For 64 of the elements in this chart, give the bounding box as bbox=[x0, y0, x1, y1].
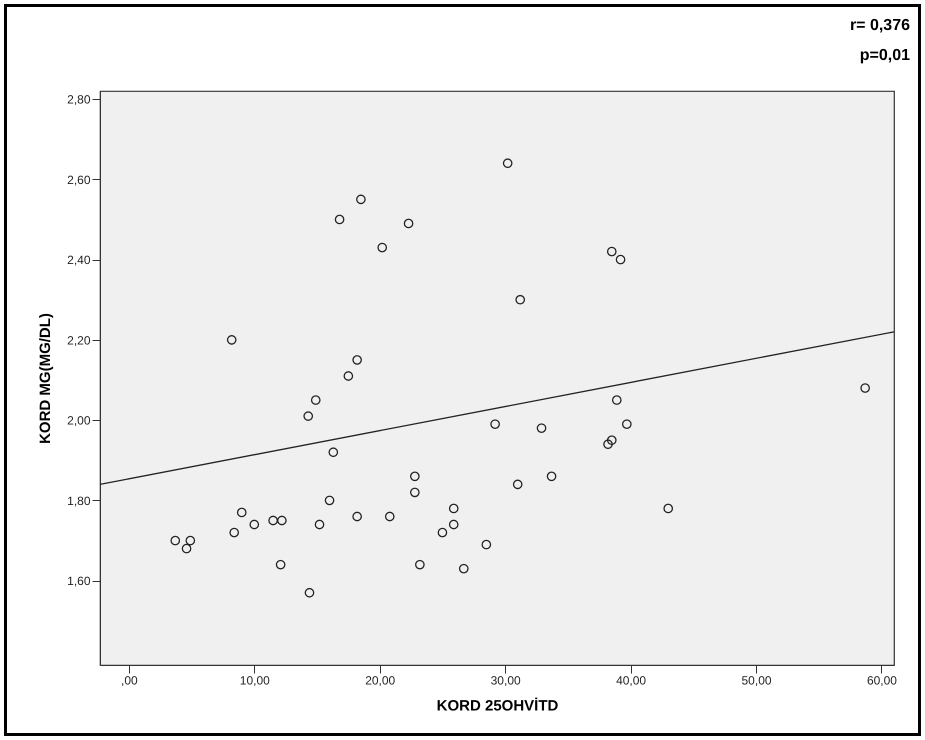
point bbox=[277, 516, 287, 526]
point bbox=[860, 383, 870, 393]
point bbox=[268, 516, 278, 526]
x-tick-label: ,00 bbox=[121, 674, 138, 688]
x-tick-label: 60,00 bbox=[866, 674, 898, 688]
y-tick-label: 1,60 bbox=[67, 574, 91, 588]
y-tick-label: 2,40 bbox=[67, 253, 91, 268]
x-tick-label: 10,00 bbox=[240, 674, 270, 688]
point bbox=[276, 560, 286, 570]
text: r= 0,376 bbox=[850, 16, 910, 36]
point bbox=[314, 520, 324, 530]
point bbox=[310, 395, 321, 405]
point bbox=[663, 504, 674, 514]
point bbox=[502, 158, 512, 168]
y-tick-label: 2,80 bbox=[67, 92, 91, 107]
point bbox=[384, 512, 395, 522]
x-tick-label: 40,00 bbox=[616, 674, 646, 688]
point bbox=[438, 528, 448, 538]
point bbox=[606, 435, 617, 446]
point bbox=[415, 560, 425, 570]
point bbox=[229, 528, 240, 538]
point bbox=[356, 194, 366, 204]
point bbox=[515, 294, 526, 305]
point bbox=[304, 588, 314, 598]
x-tick-label: 30,00 bbox=[490, 674, 521, 688]
point bbox=[185, 536, 196, 546]
point bbox=[303, 411, 314, 421]
point bbox=[249, 520, 260, 530]
y-tick-label: 2,00 bbox=[67, 414, 91, 428]
x-axis-title: KORD 25OHVİTD bbox=[436, 698, 559, 714]
point bbox=[448, 520, 459, 530]
point bbox=[536, 423, 546, 433]
point bbox=[377, 242, 388, 252]
point bbox=[328, 447, 338, 458]
point bbox=[334, 214, 344, 224]
point bbox=[226, 335, 237, 345]
point bbox=[182, 544, 192, 554]
point bbox=[603, 439, 613, 450]
point bbox=[170, 536, 180, 546]
point bbox=[448, 504, 459, 514]
point bbox=[352, 355, 362, 365]
point bbox=[612, 395, 622, 405]
point bbox=[324, 496, 334, 506]
point bbox=[616, 254, 626, 264]
y-tick-label: 1,80 bbox=[67, 494, 91, 508]
x-tick-label: 50,00 bbox=[742, 674, 772, 688]
point bbox=[458, 564, 469, 574]
point bbox=[344, 371, 354, 381]
point bbox=[606, 246, 617, 256]
x-tick-label: 20,00 bbox=[365, 674, 396, 688]
y-tick-label: 2,60 bbox=[67, 172, 91, 187]
point bbox=[352, 512, 362, 522]
point bbox=[236, 508, 247, 518]
point bbox=[404, 218, 414, 228]
point bbox=[410, 488, 420, 498]
point bbox=[546, 472, 556, 482]
point bbox=[622, 419, 632, 429]
y-axis-title: KORD MG(MG/DL) bbox=[37, 313, 54, 444]
point bbox=[482, 540, 492, 550]
point bbox=[490, 419, 500, 429]
point bbox=[512, 480, 523, 490]
text: p=0,01 bbox=[858, 46, 910, 66]
y-tick-label: 2,20 bbox=[67, 333, 91, 348]
point bbox=[410, 472, 420, 482]
